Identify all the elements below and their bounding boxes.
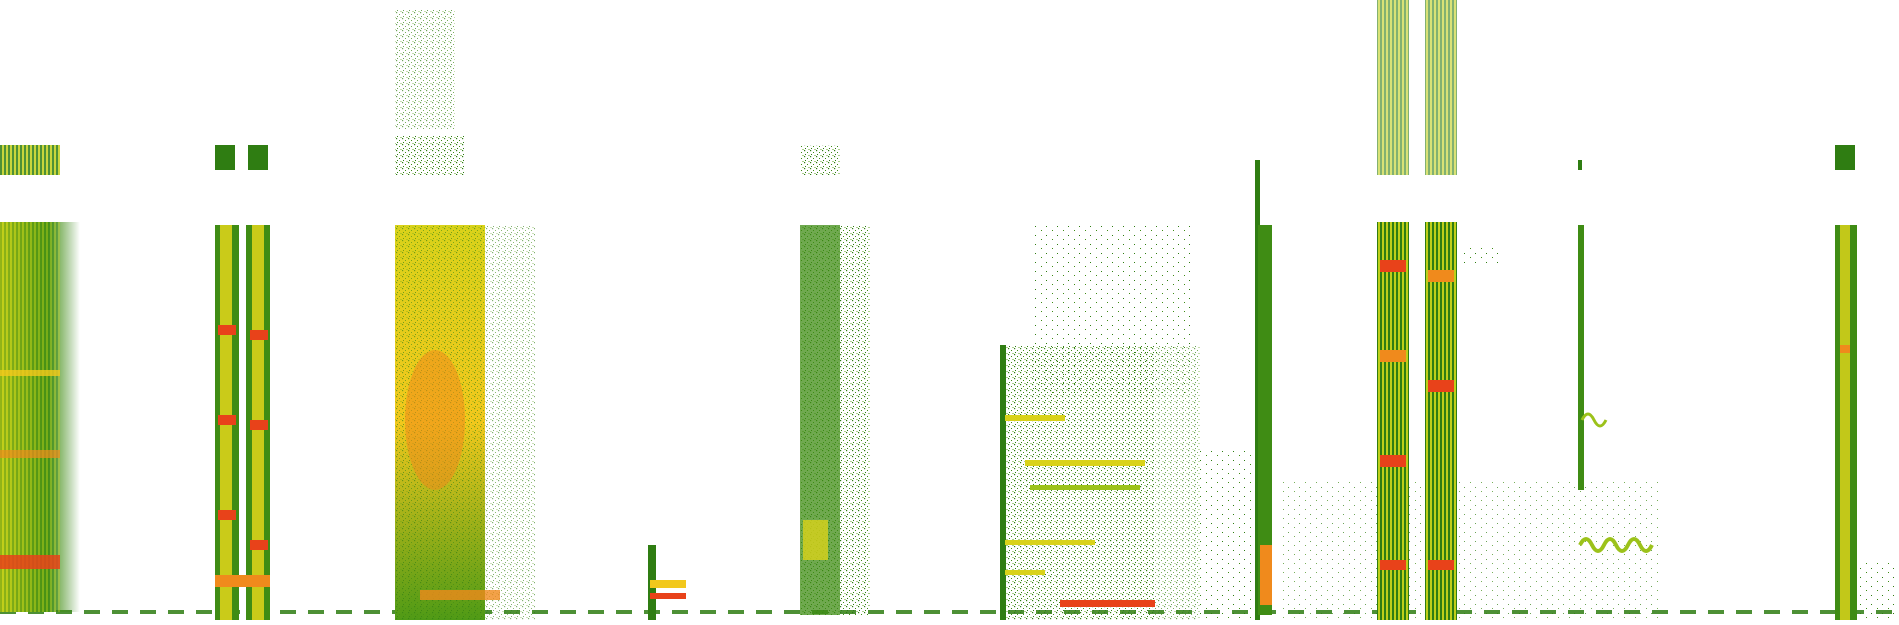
call-thin-wavy-trace xyxy=(1578,160,1654,553)
call-cluster-left-edge xyxy=(0,145,80,612)
call-right-column xyxy=(1835,145,1899,620)
call-cluster-broad-block xyxy=(395,10,535,620)
call-short-harmonic xyxy=(648,545,686,620)
call-cluster-double-column xyxy=(215,145,270,620)
call-cluster-tall-green xyxy=(800,145,870,615)
call-cluster-double-striped xyxy=(1377,0,1500,620)
call-cluster-comb xyxy=(1000,225,1260,620)
